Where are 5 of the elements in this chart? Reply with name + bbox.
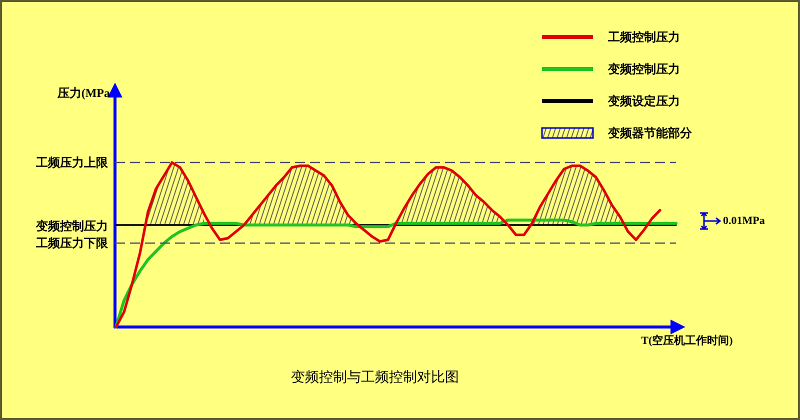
xlabel: T(空压机工作时间) — [641, 335, 733, 347]
annotation: 0.01MPa — [723, 215, 765, 227]
annotation: 压力(MPa — [57, 86, 110, 100]
title: 变频控制与工频控制对比图 — [291, 370, 459, 386]
annotation: 变频控制压力 — [36, 219, 108, 233]
